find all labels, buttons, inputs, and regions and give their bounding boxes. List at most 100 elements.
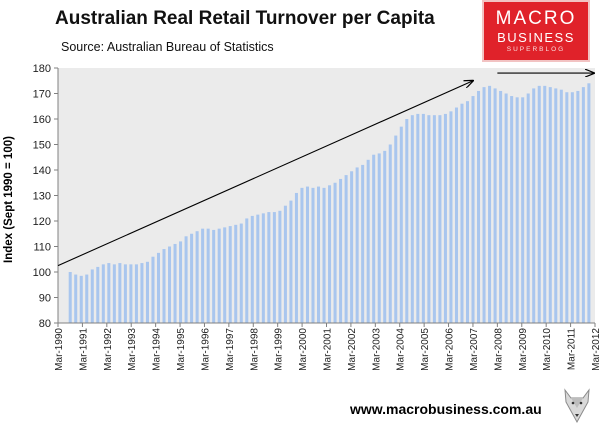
chart-bar [206, 228, 210, 323]
y-tick-label: 120 [33, 216, 51, 228]
x-tick-label: Mar-2004 [396, 328, 407, 371]
chart-bar [339, 178, 343, 323]
x-tick-label: Mar-1991 [78, 328, 89, 371]
x-tick-label: Mar-1990 [54, 328, 65, 371]
y-tick-label: 90 [39, 293, 51, 305]
chart-bar [261, 213, 265, 323]
chart-bar [79, 275, 83, 323]
chart-bar [438, 115, 442, 323]
chart-bar [256, 214, 260, 323]
chart-bar [416, 113, 420, 324]
chart-bar [228, 226, 232, 323]
macro-business-logo: MACRO BUSINESS SUPERBLOG [484, 2, 588, 60]
chart-bar [570, 92, 574, 323]
chart-bar [515, 97, 519, 323]
chart-bar [432, 115, 436, 323]
chart-bar [107, 263, 111, 323]
chart-bar [239, 223, 243, 323]
chart-bar [493, 88, 497, 324]
y-tick-label: 180 [33, 63, 51, 75]
chart-bar [212, 229, 216, 323]
logo-line-3: SUPERBLOG [506, 46, 566, 53]
chart-bar [581, 87, 585, 323]
x-tick-label: Mar-2002 [347, 328, 358, 371]
chart-bar [145, 261, 149, 323]
chart-bar [168, 246, 172, 323]
chart-bar [184, 236, 188, 323]
chart-bar [300, 187, 304, 323]
chart-bar [510, 96, 514, 323]
x-tick-label: Mar-2006 [445, 328, 456, 371]
x-tick-label: Mar-2003 [371, 328, 382, 371]
chart-bar [427, 115, 431, 323]
chart-bar [499, 90, 503, 323]
chart-bar [250, 215, 254, 323]
chart-bar [449, 111, 453, 323]
chart-bar [289, 200, 293, 323]
x-tick-label: Mar-2009 [518, 328, 529, 371]
chart-bar [90, 269, 94, 323]
chart-bar [305, 186, 309, 323]
chart-bar [443, 113, 447, 324]
chart-bar [350, 171, 354, 323]
chart-bar [118, 263, 122, 323]
logo-line-2: BUSINESS [497, 30, 575, 45]
chart-bar [311, 187, 315, 323]
chart-bar [405, 119, 409, 323]
x-tick-label: Mar-2005 [420, 328, 431, 371]
chart-bar [217, 228, 221, 323]
chart-bar [140, 263, 144, 323]
x-tick-label: Mar-2000 [298, 328, 309, 371]
chart-bar [465, 101, 470, 324]
chart-bar [245, 218, 249, 323]
chart-bar [173, 243, 177, 323]
chart-bar [316, 186, 321, 323]
chart-bar [322, 187, 326, 323]
chart-bar [112, 264, 116, 323]
chart-bar [383, 150, 387, 323]
x-tick-label: Mar-1994 [152, 328, 163, 371]
chart-bar [74, 274, 78, 323]
y-tick-label: 100 [33, 267, 51, 279]
x-tick-label: Mar-2011 [567, 328, 578, 370]
chart-bar [333, 182, 337, 323]
chart-bar [554, 88, 558, 324]
chart-bar [388, 144, 392, 323]
chart-bar [223, 227, 227, 323]
chart-bar [576, 90, 580, 323]
x-tick-label: Mar-1992 [103, 328, 114, 371]
chart-bar [68, 272, 72, 323]
chart-bar [559, 89, 563, 323]
chart-bar [399, 126, 403, 324]
chart-bar [488, 85, 492, 323]
chart-bar [267, 212, 271, 323]
chart-bar [272, 212, 276, 323]
chart-bar [361, 164, 365, 323]
y-tick-label: 160 [33, 114, 51, 126]
y-tick-label: 150 [33, 140, 51, 152]
chart-title: Australian Real Retail Turnover per Capi… [55, 8, 435, 29]
y-tick-label: 170 [33, 89, 51, 101]
chart-bar [372, 154, 376, 323]
chart-bar [394, 135, 398, 323]
chart-bar [482, 87, 486, 323]
chart-bar [179, 241, 183, 323]
x-tick-label: Mar-2007 [469, 328, 480, 371]
y-tick-label: 80 [39, 318, 51, 330]
x-tick-label: Mar-2001 [323, 328, 334, 371]
x-tick-label: Mar-1996 [200, 328, 211, 371]
chart-bar [366, 159, 370, 323]
x-tick-label: Mar-1995 [176, 328, 187, 371]
y-tick-label: 140 [33, 165, 51, 177]
chart-bar [471, 96, 475, 323]
chart-bar [344, 175, 348, 323]
chart-bar [156, 252, 161, 323]
chart-bar [565, 92, 569, 323]
chart-bar [504, 93, 508, 323]
chart-bar [355, 167, 359, 323]
trend-arrow [57, 81, 473, 267]
logo-line-1: MACRO [495, 8, 577, 29]
plot-background [58, 68, 595, 323]
chart-bar [328, 185, 332, 323]
footer-url: www.macrobusiness.com.au [350, 401, 542, 417]
